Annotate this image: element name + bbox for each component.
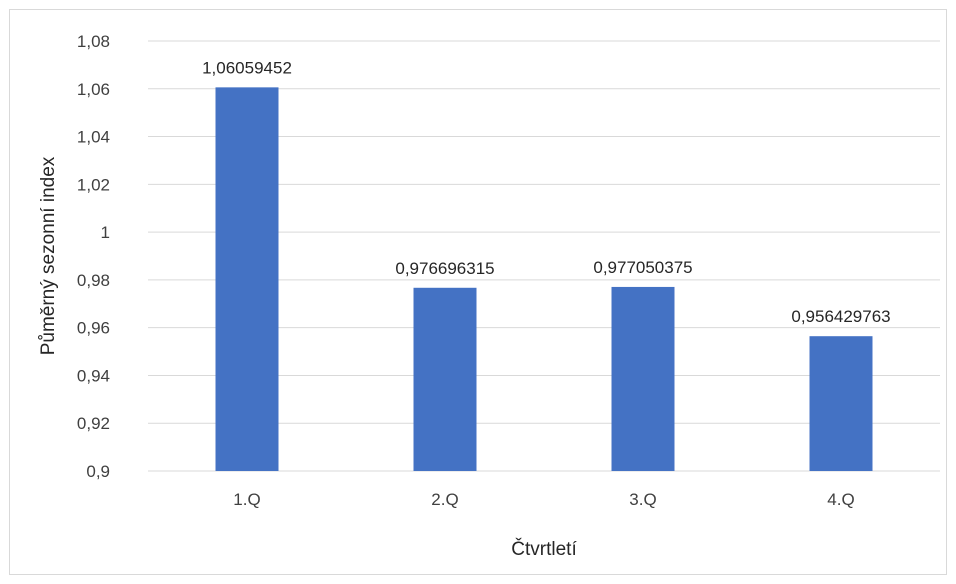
bar-4.Q [809, 336, 873, 471]
data-label: 0,956429763 [791, 307, 890, 326]
y-tick-label: 1,04 [77, 128, 110, 147]
data-label: 1,06059452 [202, 58, 292, 77]
bars [215, 87, 873, 471]
bar-2.Q [413, 287, 477, 471]
x-tick-label: 1.Q [233, 490, 260, 509]
y-tick-label: 1,06 [77, 80, 110, 99]
y-tick-label: 1 [101, 223, 110, 242]
data-label: 0,976696315 [395, 259, 494, 278]
y-tick-label: 0,94 [77, 366, 110, 385]
gridlines [148, 40, 940, 472]
bar-3.Q [611, 286, 675, 471]
x-axis-ticks: 1.Q 2.Q 3.Q 4.Q [233, 490, 854, 509]
y-tick-label: 0,98 [77, 271, 110, 290]
y-tick-label: 1,02 [77, 175, 110, 194]
y-tick-label: 0,92 [77, 414, 110, 433]
x-axis-title: Čtvrtletí [511, 538, 577, 560]
bar-1.Q [215, 87, 279, 471]
data-labels: 1,06059452 0,976696315 0,977050375 0,956429… [202, 58, 891, 326]
x-tick-label: 2.Q [431, 490, 458, 509]
y-tick-label: 0,96 [77, 319, 110, 338]
chart-frame [9, 9, 947, 575]
y-axis-ticks: 0,9 0,92 0,94 0,96 0,98 1 1,02 1,04 1,06 1,08 [77, 32, 110, 481]
x-tick-label: 4.Q [827, 490, 854, 509]
data-label: 0,977050375 [593, 258, 692, 277]
y-tick-label: 0,9 [86, 462, 110, 481]
x-tick-label: 3.Q [629, 490, 656, 509]
y-tick-label: 1,08 [77, 32, 110, 51]
y-axis-title: Půměrný sezonní index [38, 156, 59, 355]
